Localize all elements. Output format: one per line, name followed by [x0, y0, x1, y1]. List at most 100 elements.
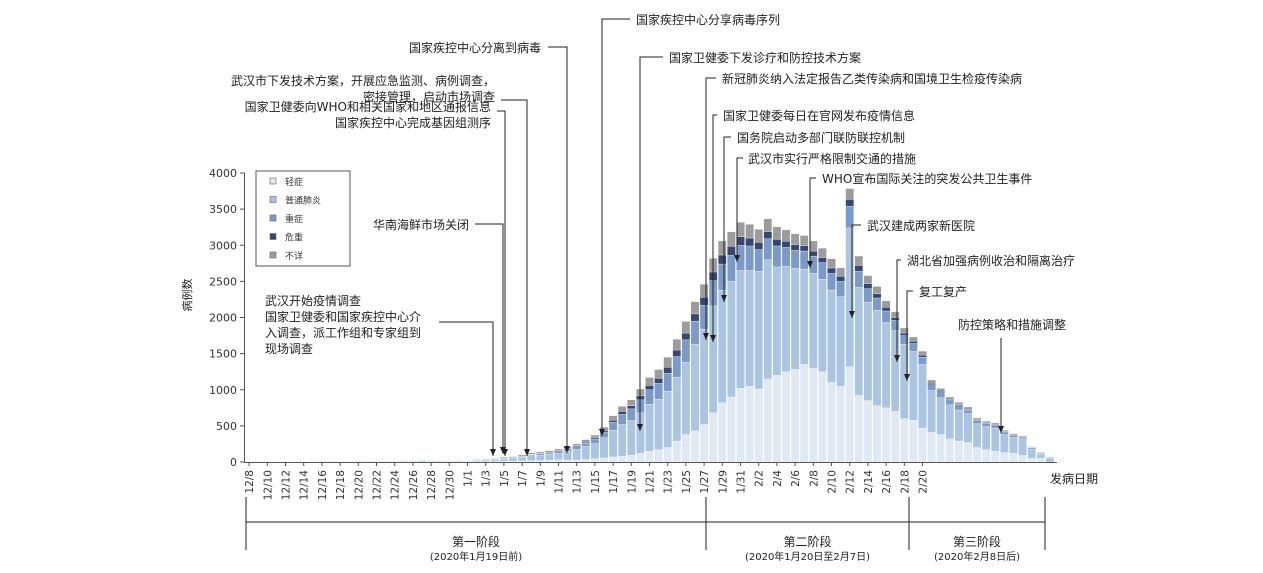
- bar-segment-3-day-69: [863, 288, 873, 303]
- bar-segment-2-day-33: [536, 454, 545, 461]
- annotation-leader-line: [501, 99, 528, 456]
- bar-segment-1-day-78: [945, 438, 955, 463]
- annotation-arrowhead: [500, 447, 506, 454]
- y-tick-label: 3500: [209, 203, 237, 216]
- bar-segment-1-day-43: [627, 454, 636, 463]
- legend-label: 普通肺炎: [285, 195, 321, 207]
- bar-segment-3-day-81: [972, 420, 982, 424]
- y-tick-label: 0: [230, 456, 237, 469]
- x-tick-label: 12/10: [262, 470, 274, 500]
- bar-segment-2-day-57: [754, 271, 763, 390]
- bar-segment-1-day-46: [654, 449, 663, 463]
- bar-segment-5-day-89: [1045, 456, 1055, 458]
- bar-segment-4-day-53: [718, 254, 727, 265]
- bar-segment-1-day-34: [545, 460, 554, 463]
- x-tick-label: 12/14: [299, 470, 311, 501]
- bar-segment-4-day-69: [863, 283, 873, 289]
- annotation-leader-line: [705, 77, 716, 340]
- bar-segment-3-day-87: [1027, 447, 1036, 450]
- bar-segment-5-day-30: [508, 456, 518, 458]
- bar-segment-5-day-67: [845, 188, 854, 200]
- bar-segment-3-day-76: [927, 384, 936, 391]
- bar-segment-3-day-35: [554, 451, 563, 454]
- annotation-leader-line: [639, 56, 663, 431]
- x-tick-label: 2/2: [754, 470, 766, 487]
- bar-segment-3-day-86: [1018, 436, 1027, 440]
- bar-segment-1-day-37: [572, 459, 581, 463]
- bar-segment-5-day-43: [627, 399, 636, 406]
- x-tick-label: 1/11: [554, 470, 566, 494]
- bar-segment-2-day-85: [1009, 437, 1018, 454]
- bar-segment-4-day-61: [790, 244, 800, 251]
- bar-segment-5-day-46: [654, 369, 663, 379]
- bar-segment-2-day-40: [599, 437, 609, 459]
- bar-segment-5-day-27: [481, 458, 490, 460]
- bar-segment-2-day-63: [809, 273, 818, 369]
- bar-segment-1-day-53: [718, 402, 727, 463]
- bar-segment-5-day-66: [836, 267, 845, 277]
- bar-segment-4-day-58: [763, 231, 773, 239]
- bar-segment-4-day-65: [827, 267, 836, 274]
- bar-segment-5-day-42: [617, 406, 627, 412]
- bar-segment-2-day-62: [799, 268, 809, 365]
- annotation-arrowhead: [849, 311, 855, 318]
- bar-segment-2-day-78: [945, 404, 955, 440]
- bar-segment-2-day-29: [499, 458, 509, 462]
- x-tick-label: 12/8: [244, 470, 256, 494]
- x-tick-label: 12/12: [281, 470, 293, 500]
- bar-segment-1-day-42: [617, 456, 627, 463]
- bar-segment-1-day-54: [727, 396, 736, 463]
- bar-segment-3-day-47: [663, 372, 672, 392]
- bar-segment-1-day-72: [890, 411, 900, 463]
- bar-segment-2-day-79: [954, 409, 964, 442]
- bar-segment-4-day-50: [690, 313, 700, 322]
- annotation-label: 国务院启动多部门联防联控机制: [737, 130, 905, 145]
- bar-segment-1-day-83: [991, 451, 1000, 463]
- annotation-leader-line: [497, 110, 506, 456]
- annotation-label: 复工复产: [919, 285, 967, 299]
- x-tick-label: 1/1: [463, 470, 475, 487]
- annotation-label: 国家卫健委下发诊疗和防控技术方案: [669, 50, 861, 65]
- bar-segment-1-day-50: [690, 430, 700, 463]
- y-tick-label: 3000: [209, 239, 237, 252]
- annotation-label: 国家卫健委向WHO和相关国家和地区通报信息: [245, 99, 491, 114]
- bar-segment-5-day-35: [554, 448, 563, 451]
- bar-segment-5-day-88: [1036, 452, 1046, 454]
- y-tick-label: 500: [216, 420, 237, 433]
- annotation-arrowhead: [524, 449, 530, 456]
- bar-segment-1-day-31: [517, 460, 527, 463]
- bar-segment-2-day-61: [790, 268, 800, 370]
- bar-segment-3-day-46: [654, 383, 663, 400]
- bar-segment-4-day-38: [581, 441, 591, 444]
- annotation-label: 防控策略和措施调整: [958, 317, 1066, 332]
- bar-segment-2-day-43: [627, 420, 636, 456]
- bar-segment-3-day-38: [581, 443, 591, 447]
- bar-segment-5-day-62: [799, 235, 809, 246]
- bar-segment-2-day-69: [863, 302, 873, 401]
- phase-bar: 第一阶段(2020年1月19日前) 第二阶段(2020年1月20日至2月7日) 第三…: [245, 497, 1046, 563]
- bar-segment-4-day-56: [745, 237, 754, 247]
- bar-segment-5-day-68: [854, 255, 864, 266]
- bar-segment-5-day-28: [490, 457, 500, 459]
- annotation-label: 国家疾控中心分离到病毒: [409, 40, 541, 55]
- bar-segment-3-day-50: [690, 320, 700, 345]
- bar-segment-3-day-32: [526, 454, 536, 456]
- bar-segment-2-day-83: [991, 427, 1000, 452]
- bar-segment-2-day-86: [1018, 438, 1027, 456]
- annotation-label: WHO宣布国际关注的突发公共卫生事件: [822, 171, 1032, 186]
- legend-label: 轻症: [285, 176, 303, 188]
- bar-segment-3-day-43: [627, 408, 636, 421]
- bar-segment-1-day-45: [645, 451, 654, 463]
- bar-segment-2-day-66: [836, 296, 845, 387]
- annotation-arrowhead: [904, 374, 910, 381]
- bar-segment-2-day-60: [781, 266, 791, 372]
- bar-segment-4-day-51: [699, 297, 709, 306]
- bar-segment-1-day-32: [526, 460, 536, 463]
- bar-segment-5-day-60: [781, 229, 791, 242]
- bar-segment-1-day-48: [672, 440, 682, 463]
- bar-segment-3-day-42: [617, 414, 627, 425]
- annotation-arrowhead: [637, 424, 643, 431]
- bar-segment-2-day-88: [1036, 453, 1046, 459]
- bar-segment-5-day-87: [1027, 446, 1036, 448]
- bar-segment-3-day-75: [918, 357, 927, 365]
